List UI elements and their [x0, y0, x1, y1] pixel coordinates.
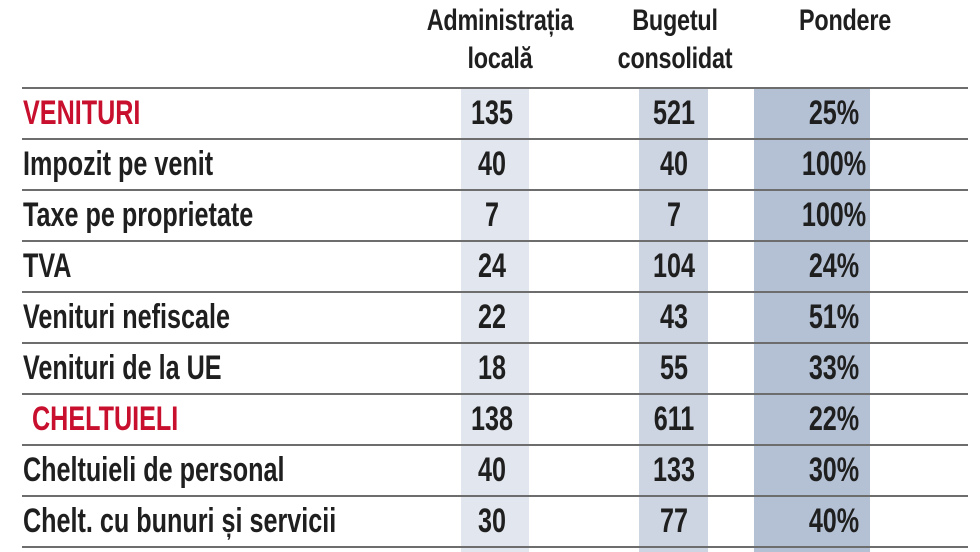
- cell-bugetul-consolidat: 521: [653, 94, 695, 132]
- cell-pondere: 100%: [801, 145, 867, 183]
- cell-bugetul-consolidat: 133: [653, 451, 695, 489]
- row-label: Chelt. cu bunuri și servicii: [23, 502, 337, 540]
- row-label: CHELTUIELI: [32, 400, 179, 438]
- cell-pondere: 33%: [808, 349, 860, 387]
- table-row: Cheltuieli de personal 40 133 30%: [22, 444, 968, 495]
- cell-admin-locala: 135: [471, 94, 513, 132]
- cell-admin-locala: 7: [484, 196, 499, 234]
- column-band-admin-locala: [461, 88, 529, 552]
- header-line: Administrația: [426, 4, 574, 37]
- table-row: Venituri nefiscale 22 43 51%: [22, 291, 968, 342]
- cell-admin-locala: 40: [477, 145, 506, 183]
- cell-admin-locala: 30: [477, 502, 506, 540]
- cell-pondere: 25%: [808, 94, 860, 132]
- header-bugetul-consolidat: Bugetul consolidat: [605, 2, 745, 78]
- table-row: TVA 24 104 24%: [22, 240, 968, 291]
- row-label: Taxe pe proprietate: [23, 196, 254, 234]
- cell-admin-locala: 40: [477, 451, 506, 489]
- cell-admin-locala: 22: [477, 298, 506, 336]
- row-label: Impozit pe venit: [23, 145, 214, 183]
- row-label: TVA: [23, 247, 72, 285]
- table-row-cheltuieli: CHELTUIELI 138 611 22%: [22, 393, 968, 444]
- cell-pondere: 30%: [808, 451, 860, 489]
- table-row: Impozit pe venit 40 40 100%: [22, 138, 968, 189]
- cell-bugetul-consolidat: 7: [666, 196, 681, 234]
- row-label: Venituri nefiscale: [23, 298, 230, 336]
- row-label: VENITURI: [23, 94, 141, 132]
- cell-pondere: 100%: [801, 196, 867, 234]
- table-row: Chelt. cu bunuri și servicii 30 77 40%: [22, 495, 968, 548]
- cell-pondere: 22%: [808, 400, 860, 438]
- header-admin-locala: Administrația locală: [406, 2, 593, 78]
- cell-admin-locala: 18: [477, 349, 506, 387]
- row-label: Cheltuieli de personal: [23, 451, 285, 489]
- cell-pondere: 40%: [808, 502, 860, 540]
- cell-bugetul-consolidat: 104: [653, 247, 695, 285]
- header-pondere: Pondere: [767, 2, 923, 40]
- column-band-pondere: [754, 88, 870, 552]
- cell-bugetul-consolidat: 43: [659, 298, 688, 336]
- cell-bugetul-consolidat: 40: [659, 145, 688, 183]
- cell-bugetul-consolidat: 77: [659, 502, 688, 540]
- cell-pondere: 51%: [808, 298, 860, 336]
- column-band-bugetul-consolidat: [639, 88, 708, 552]
- table-row: Venituri de la UE 18 55 33%: [22, 342, 968, 393]
- cell-admin-locala: 24: [477, 247, 506, 285]
- header-line: Pondere: [799, 4, 891, 37]
- header-line: consolidat: [617, 42, 733, 75]
- cell-admin-locala: 138: [471, 400, 513, 438]
- table-row: Taxe pe proprietate 7 7 100%: [22, 189, 968, 240]
- header-line: locală: [467, 42, 533, 75]
- cell-bugetul-consolidat: 55: [659, 349, 688, 387]
- cell-pondere: 24%: [808, 247, 860, 285]
- table-row-venituri: VENITURI 135 521 25%: [22, 87, 968, 138]
- row-label: Venituri de la UE: [23, 349, 222, 387]
- cell-bugetul-consolidat: 611: [653, 400, 695, 438]
- header-line: Bugetul: [632, 4, 718, 37]
